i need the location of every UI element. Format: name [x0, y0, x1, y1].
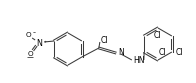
Text: Cl: Cl — [101, 36, 108, 44]
Text: N: N — [36, 39, 42, 47]
Text: O: O — [27, 51, 33, 57]
Text: HN: HN — [133, 56, 144, 64]
Text: O: O — [25, 32, 31, 38]
Text: N: N — [118, 47, 124, 57]
Text: Cl: Cl — [176, 47, 183, 57]
Text: Cl: Cl — [154, 30, 162, 40]
Text: Cl: Cl — [159, 47, 166, 57]
Text: $^{-}$: $^{-}$ — [32, 31, 37, 36]
Text: $^{+}$: $^{+}$ — [43, 40, 48, 45]
